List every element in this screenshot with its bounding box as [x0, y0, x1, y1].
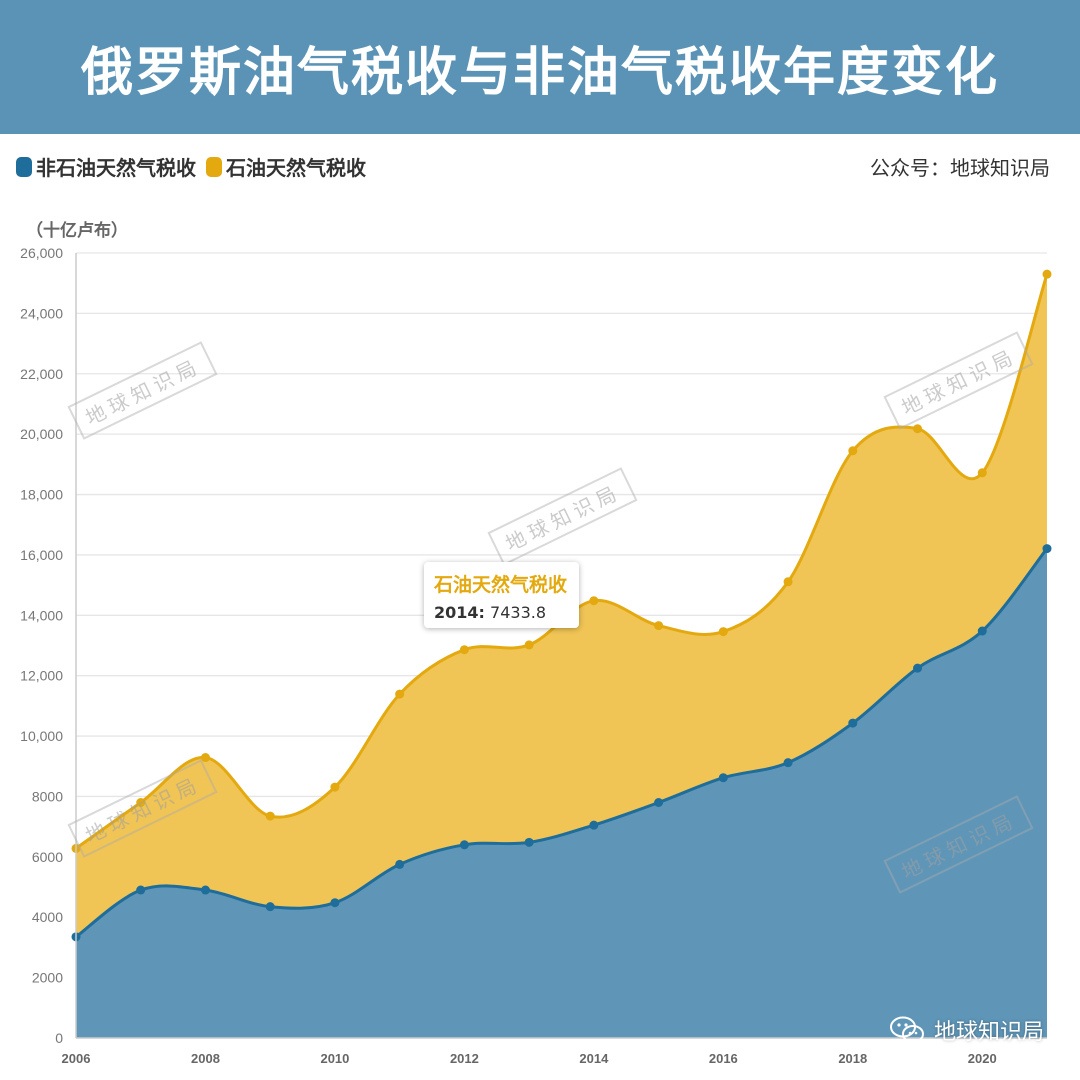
brand-mark: 地球知识局 [889, 1014, 1044, 1046]
y-tick-label: 20,000 [20, 426, 63, 442]
point-non-oil-gas [395, 859, 405, 869]
tooltip-row: 2014: 7433.8 [434, 603, 567, 622]
legend-swatch-non-oil [16, 156, 32, 177]
y-tick-label: 10,000 [20, 728, 63, 744]
point-oil-gas [718, 627, 728, 637]
tooltip-value: 7433.8 [490, 603, 547, 622]
point-non-oil-gas [136, 885, 146, 895]
point-oil-gas [459, 645, 469, 655]
y-tick-label: 26,000 [20, 245, 63, 261]
point-non-oil-gas [913, 663, 923, 673]
point-oil-gas [330, 782, 340, 792]
point-non-oil-gas [265, 902, 275, 912]
title-banner: 俄罗斯油气税收与非油气税收年度变化 [0, 0, 1080, 134]
x-tick-label: 2016 [709, 1051, 738, 1066]
x-tick-label: 2020 [968, 1051, 997, 1066]
legend-label-non-oil: 非石油天然气税收 [36, 156, 196, 180]
y-tick-label: 22,000 [20, 366, 63, 382]
wechat-icon [889, 1016, 924, 1043]
point-non-oil-gas [200, 885, 210, 895]
point-oil-gas [977, 468, 987, 478]
point-oil-gas [395, 689, 405, 699]
point-non-oil-gas [654, 798, 664, 807]
y-tick-label: 16,000 [20, 547, 63, 563]
area-oil-gas [76, 274, 1047, 937]
y-tick-label: 6000 [32, 849, 63, 865]
point-oil-gas [913, 424, 923, 434]
y-tick-label: 24,000 [20, 305, 63, 321]
x-tick-label: 2008 [191, 1051, 220, 1066]
point-oil-gas [848, 446, 858, 456]
point-non-oil-gas [718, 773, 728, 783]
y-tick-label: 8000 [32, 788, 63, 804]
x-tick-label: 2014 [579, 1051, 609, 1066]
brand-text: 地球知识局 [933, 1020, 1044, 1045]
y-tick-label: 4000 [32, 909, 63, 925]
point-non-oil-gas [589, 820, 599, 830]
tooltip: 石油天然气税收 2014: 7433.8 [424, 562, 580, 628]
y-tick-label: 0 [55, 1030, 63, 1046]
point-oil-gas [783, 577, 793, 587]
point-oil-gas [265, 811, 275, 821]
x-tick-label: 2018 [838, 1051, 867, 1066]
point-non-oil-gas [524, 837, 534, 847]
tooltip-year: 2014: [434, 603, 485, 622]
line-non-oil-gas [75, 547, 1049, 939]
y-axis-unit: （十亿卢布） [26, 221, 128, 241]
point-oil-gas [589, 596, 599, 606]
point-oil-gas [200, 753, 210, 763]
point-non-oil-gas [977, 626, 987, 636]
source-credit: 公众号：地球知识局 [870, 156, 1050, 180]
x-tick-label: 2010 [320, 1051, 349, 1066]
area-non-oil-gas [76, 548, 1047, 1038]
x-tick-label: 2006 [62, 1051, 91, 1066]
legend-item-oil[interactable]: 石油天然气税收 [206, 152, 366, 181]
x-tick-label: 2012 [450, 1051, 479, 1066]
legend: 非石油天然气税收 石油天然气税收 [16, 152, 370, 181]
legend-item-non-oil[interactable]: 非石油天然气税收 [16, 152, 196, 181]
point-non-oil-gas [848, 718, 858, 728]
point-oil-gas [136, 798, 146, 807]
point-oil-gas [654, 621, 664, 631]
point-non-oil-gas [330, 898, 340, 908]
y-tick-label: 18,000 [20, 487, 63, 503]
point-non-oil-gas [783, 758, 793, 768]
point-oil-gas [524, 640, 534, 650]
y-tick-label: 12,000 [20, 668, 63, 684]
point-non-oil-gas [459, 840, 469, 850]
legend-label-oil: 石油天然气税收 [226, 156, 366, 180]
tooltip-title: 石油天然气税收 [434, 574, 568, 596]
y-tick-label: 14,000 [20, 607, 63, 623]
point-non-oil-gas [1042, 544, 1052, 554]
chart-title: 俄罗斯油气税收与非油气税收年度变化 [80, 42, 999, 103]
legend-swatch-oil [206, 156, 222, 177]
y-tick-label: 2000 [32, 970, 63, 986]
point-oil-gas [1042, 269, 1052, 279]
